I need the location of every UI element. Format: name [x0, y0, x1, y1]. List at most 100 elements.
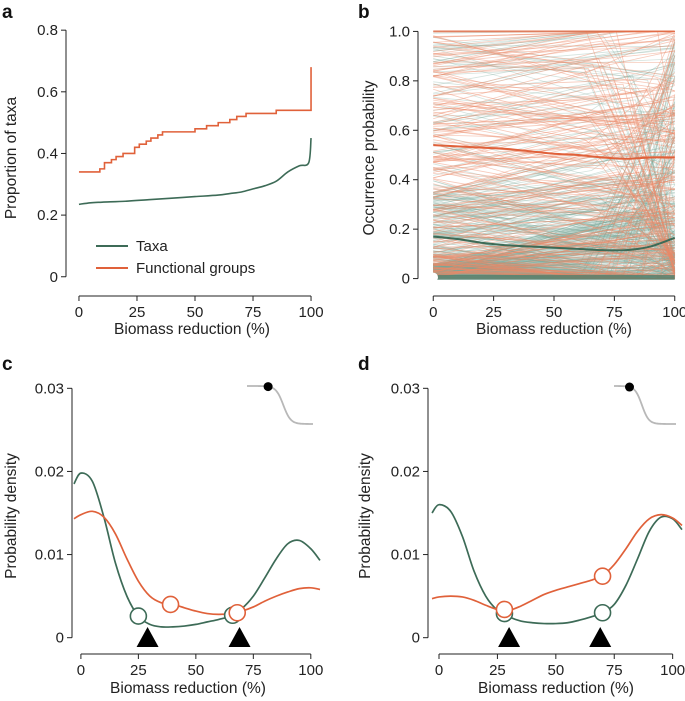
taxon-curve: [433, 193, 675, 233]
taxon-curve: [433, 203, 675, 275]
inset-sigmoid-curve: [247, 385, 314, 425]
bottom-dense-band: [433, 274, 675, 280]
panel-d-series: [431, 503, 683, 625]
functional-group-curve: [433, 227, 675, 265]
taxon-curve: [433, 46, 675, 76]
taxon-curve: [433, 257, 675, 278]
functional-group-curve: [433, 76, 675, 135]
functional-group-curve: [433, 141, 676, 278]
taxon-curve: [433, 237, 675, 272]
taxon-curve: [433, 96, 676, 236]
panel-b-individual-curves: [433, 30, 676, 280]
taxon-curve: [433, 54, 676, 131]
taxon-curve: [433, 167, 675, 221]
functional-group-curve: [433, 134, 675, 141]
functional-group-curve: [433, 187, 675, 236]
taxon-curve: [433, 201, 675, 235]
series-taxa-line: [73, 472, 321, 628]
taxon-curve: [433, 192, 675, 257]
taxon-curve: [433, 176, 676, 273]
panel-a: a 0 0.2 0.4 0.6 0.8 0 25 50 75 100 Taxa Functiona…: [2, 2, 324, 338]
taxon-curve: [433, 228, 675, 255]
taxon-curve: [433, 188, 676, 234]
functional-group-curve: [433, 45, 675, 78]
taxon-curve: [433, 165, 675, 218]
taxon-curve: [433, 253, 675, 268]
taxon-curve: [433, 259, 675, 272]
panel-d: d 0 0.01 0.02 0.03 0 25 50 75 100 Biomass reduct…: [357, 354, 685, 697]
functional-group-curve: [433, 113, 675, 179]
taxon-curve: [433, 58, 675, 73]
taxon-curve: [433, 99, 676, 244]
series-functional-groups-line: [78, 67, 312, 173]
functional-group-curve: [433, 178, 675, 214]
panel-c-y-tick-label: 0.01: [35, 547, 64, 564]
panel-b-y-tick-label: 0.6: [389, 122, 410, 139]
functional-group-curve: [433, 91, 676, 274]
panel-d-axes: 0 0.01 0.02 0.03 0 25 50 75 100: [391, 380, 685, 679]
taxon-curve: [433, 47, 675, 68]
taxon-curve: [433, 211, 675, 214]
functional-group-curve: [433, 114, 676, 256]
functional-group-curve: [433, 223, 675, 260]
functional-group-curve: [433, 253, 675, 277]
taxon-curve: [433, 214, 676, 274]
panel-a-x-tick-label: 0: [75, 304, 83, 321]
taxon-curve: [433, 252, 675, 273]
taxon-curve: [433, 172, 676, 223]
taxon-curve: [433, 189, 676, 270]
functional-group-curve: [433, 247, 675, 266]
functional-group-curve: [433, 137, 675, 163]
functional-group-curve: [433, 130, 675, 170]
taxon-curve: [433, 209, 675, 272]
taxon-curve: [433, 188, 675, 253]
taxon-curve: [433, 250, 675, 274]
taxon-curve: [433, 247, 675, 271]
taxon-curve: [433, 224, 675, 243]
functional-group-curve: [433, 139, 675, 177]
functional-group-curve: [433, 215, 676, 254]
taxon-curve: [433, 59, 676, 252]
functional-group-curve: [433, 88, 675, 172]
functional-group-curve: [433, 31, 675, 77]
functional-group-curve: [433, 78, 676, 170]
functional-group-curve: [433, 41, 676, 271]
panel-d-y-tick-label: 0.02: [391, 463, 420, 480]
functional-group-curve: [433, 36, 675, 91]
panel-d-x-tick-label: 0: [435, 662, 443, 679]
functional-group-curve: [433, 109, 675, 132]
functional-group-curve: [433, 120, 676, 199]
functional-group-curve: [433, 96, 675, 162]
taxon-curve: [433, 222, 675, 274]
taxon-curve: [433, 221, 676, 277]
taxon-curve: [433, 173, 676, 272]
functional-group-curve: [433, 118, 676, 270]
functional-group-curve: [433, 97, 675, 144]
taxon-curve: [433, 217, 675, 233]
taxon-curve: [433, 205, 675, 279]
functional-group-curve: [433, 213, 675, 228]
taxon-curve: [433, 231, 675, 262]
panel-a-x-tick-label: 100: [299, 304, 324, 321]
taxon-curve: [433, 218, 675, 278]
taxon-curve: [433, 256, 675, 266]
taxon-curve: [433, 250, 675, 270]
panel-b-y-tick-label: 0.8: [389, 73, 410, 90]
panel-c-x-tick-label: 0: [77, 662, 85, 679]
taxon-curve: [433, 35, 676, 145]
taxon-curve: [433, 212, 675, 240]
functional-group-curve: [433, 234, 676, 272]
threshold-triangle: [136, 627, 159, 647]
taxon-curve: [433, 81, 676, 262]
taxon-curve: [433, 47, 675, 97]
taxon-curve: [433, 206, 675, 243]
functional-group-curve: [433, 158, 676, 260]
taxon-curve: [433, 135, 676, 267]
taxon-curve: [433, 120, 676, 194]
taxon-curve: [433, 196, 675, 238]
functional-group-curve: [433, 105, 675, 173]
functional-group-curve: [433, 157, 675, 189]
minimum-marker-functional-groups: [228, 603, 247, 622]
panel-b-x-tick-label: 25: [485, 304, 502, 321]
taxon-curve: [433, 201, 675, 270]
